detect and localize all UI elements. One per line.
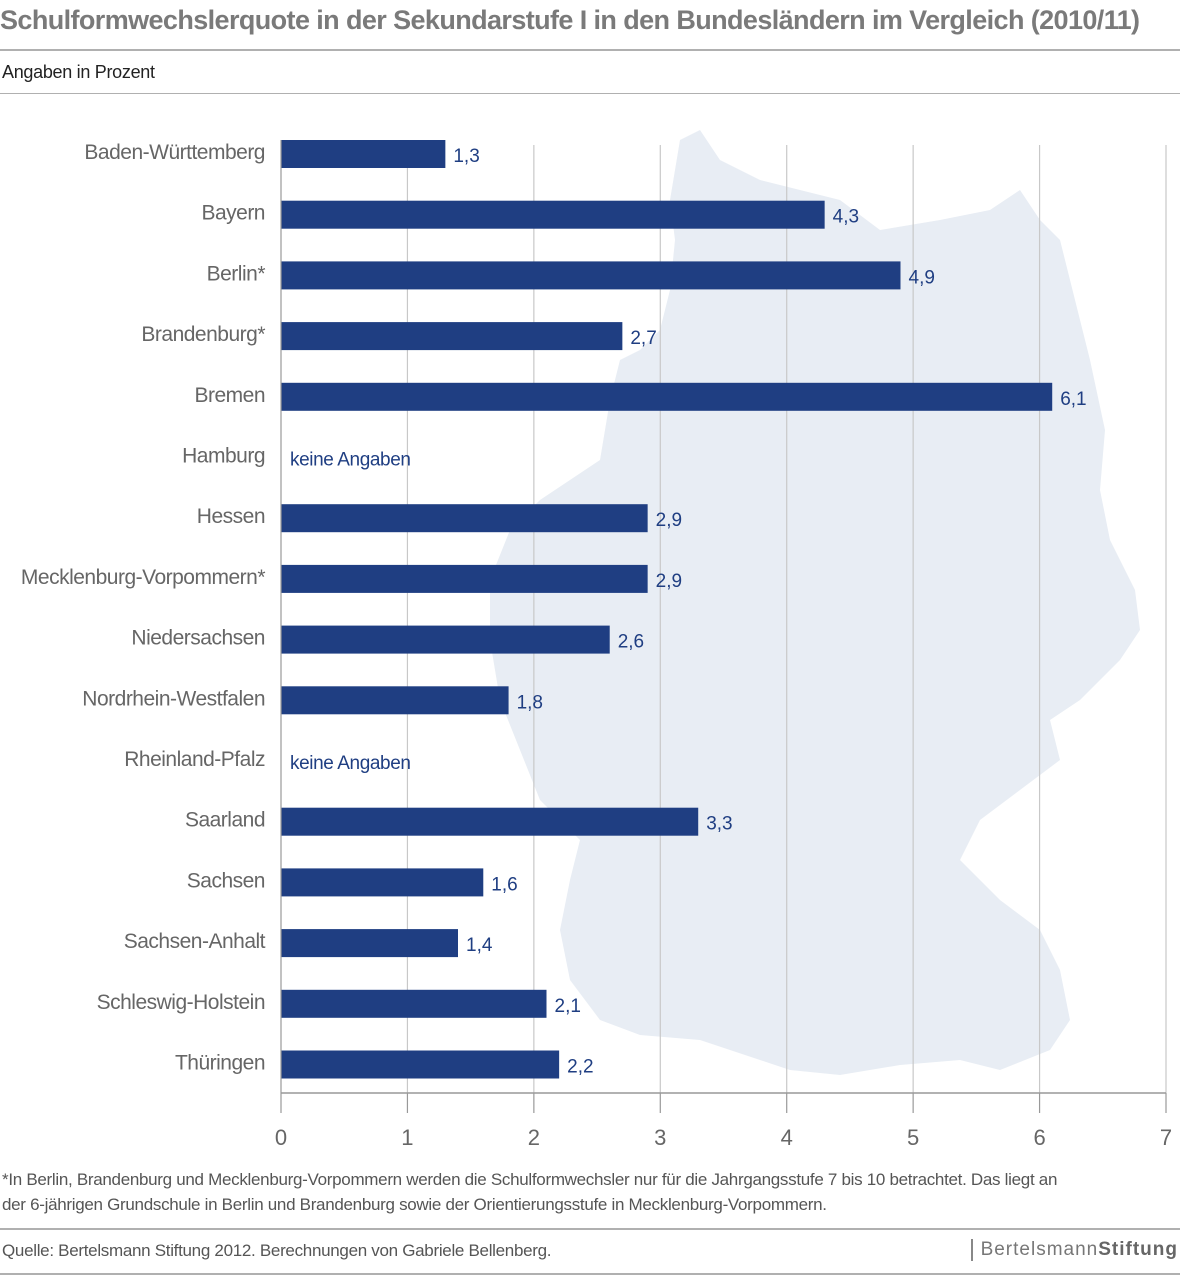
footnote-line-2: der 6-jährigen Grundschule in Berlin und…: [2, 1195, 827, 1214]
source-note: Quelle: Bertelsmann Stiftung 2012. Berec…: [2, 1241, 552, 1260]
bar: [281, 564, 648, 593]
category-label: Saarland: [185, 809, 265, 832]
value-label: 3,3: [706, 814, 732, 835]
value-label: 4,9: [909, 267, 935, 288]
bar: [281, 1050, 560, 1079]
bar: [281, 200, 825, 229]
category-label: Berlin*: [207, 262, 266, 285]
value-label: 2,7: [630, 328, 656, 349]
category-label: Bremen: [194, 384, 265, 407]
category-label: Hamburg: [182, 445, 265, 468]
bar: [281, 140, 446, 168]
x-tick-label: 4: [781, 1125, 793, 1150]
category-label: Sachsen: [187, 869, 265, 892]
x-tick-label: 6: [1033, 1125, 1045, 1150]
bar: [281, 322, 623, 351]
x-tick-label: 1: [401, 1125, 413, 1150]
chart-title: Schulformwechslerquote in der Sekundarst…: [0, 5, 1140, 35]
category-label: Niedersachsen: [131, 627, 265, 650]
category-label: Rheinland-Pfalz: [124, 748, 265, 771]
bar: [281, 261, 901, 290]
value-label: 2,2: [567, 1057, 593, 1078]
x-tick-label: 2: [528, 1125, 540, 1150]
bar: [281, 807, 699, 836]
divider: [0, 93, 1180, 94]
divider: [0, 1228, 1180, 1230]
x-tick-label: 5: [907, 1125, 919, 1150]
value-label: 1,4: [466, 935, 493, 956]
bar: [281, 504, 648, 533]
category-label: Bayern: [201, 202, 265, 225]
value-label: 2,9: [656, 510, 682, 531]
x-tick-label: 3: [654, 1125, 666, 1150]
value-label: 2,6: [618, 632, 644, 653]
germany-map-background: [490, 130, 1140, 1075]
value-label: 6,1: [1060, 389, 1086, 410]
bar-chart: Baden-Württemberg 1,3 Bayern 4,3 Berlin* 4,9 B…: [21, 130, 1172, 1150]
value-label: 1,3: [453, 146, 479, 167]
divider: [0, 1273, 1180, 1275]
value-label: 1,8: [517, 692, 543, 713]
category-label: Mecklenburg-Vorpommern*: [21, 566, 265, 589]
x-tick-label: 7: [1160, 1125, 1172, 1150]
bar: [281, 625, 610, 654]
category-label: Nordrhein-Westfalen: [82, 687, 265, 710]
value-label: 4,3: [833, 207, 859, 228]
bar: [281, 382, 1053, 411]
bar: [281, 989, 547, 1018]
footnote-line-1: *In Berlin, Brandenburg und Mecklenburg-…: [2, 1170, 1058, 1189]
category-label: Sachsen-Anhalt: [124, 930, 266, 953]
bar: [281, 686, 509, 715]
value-label: 2,9: [656, 571, 682, 592]
category-label: Thüringen: [175, 1052, 265, 1075]
value-label: 2,1: [555, 996, 581, 1017]
bar: [281, 929, 458, 958]
value-label: 1,6: [491, 874, 517, 895]
chart-subtitle: Angaben in Prozent: [2, 62, 155, 82]
category-label: Schleswig-Holstein: [97, 991, 265, 1014]
x-tick-label: 0: [275, 1125, 287, 1150]
no-data-label: keine Angaben: [290, 450, 411, 471]
category-label: Baden-Württemberg: [84, 141, 265, 164]
no-data-label: keine Angaben: [290, 753, 411, 774]
bar: [281, 868, 484, 897]
bertelsmann-logo: BertelsmannStiftung: [970, 1239, 1178, 1261]
divider: [0, 49, 1180, 51]
category-label: Hessen: [197, 505, 265, 528]
category-label: Brandenburg*: [141, 323, 265, 346]
